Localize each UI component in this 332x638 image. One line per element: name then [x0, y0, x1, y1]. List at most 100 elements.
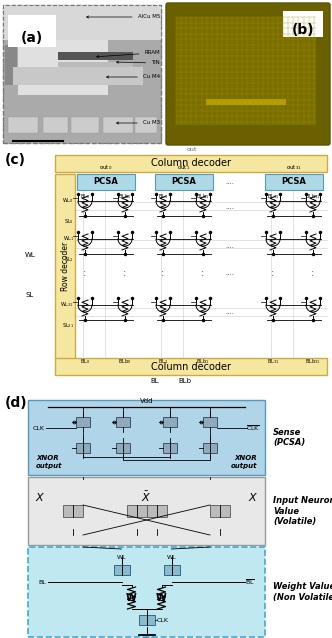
Text: W: W	[126, 593, 137, 603]
Bar	[28, 547, 265, 637]
Text: AlCu M5: AlCu M5	[87, 15, 160, 20]
Text: out$_{31}$: out$_{31}$	[286, 163, 302, 172]
Text: BL$_{31}$: BL$_{31}$	[267, 192, 279, 201]
Bar	[163, 443, 177, 453]
Text: out$_0$: out$_0$	[99, 163, 113, 172]
Bar	[18, 40, 108, 95]
Bar	[163, 417, 177, 427]
Text: :: :	[202, 268, 205, 278]
Text: Column decoder: Column decoder	[151, 158, 231, 168]
Bar	[55, 155, 327, 172]
Bar	[135, 117, 157, 133]
Text: BLb$_1$: BLb$_1$	[197, 357, 209, 366]
Bar	[176, 17, 316, 125]
Text: WL$_{31}$: WL$_{31}$	[60, 300, 74, 309]
Text: SL$_{31}$: SL$_{31}$	[62, 322, 74, 330]
Text: BL$_0$: BL$_0$	[80, 357, 90, 366]
Text: XNOR
output: XNOR output	[36, 456, 62, 468]
Text: $X$: $X$	[35, 491, 45, 503]
Bar	[126, 505, 146, 517]
Bar	[77, 174, 135, 190]
Text: WL: WL	[117, 555, 126, 560]
Text: WL$_0$: WL$_0$	[62, 197, 74, 205]
Bar	[58, 52, 133, 60]
Bar	[146, 505, 167, 517]
Text: BL$_1$: BL$_1$	[158, 192, 168, 201]
Text: BL$_{31}$: BL$_{31}$	[267, 357, 279, 366]
Bar	[55, 358, 327, 375]
Text: Row decoder: Row decoder	[60, 242, 69, 291]
Text: out: out	[187, 147, 197, 152]
Text: SL$_1$: SL$_1$	[64, 256, 74, 264]
Text: :: :	[161, 268, 165, 278]
Text: CLK: CLK	[33, 426, 45, 431]
FancyBboxPatch shape	[166, 3, 330, 145]
Text: $X$: $X$	[248, 491, 258, 503]
Text: WL$_1$: WL$_1$	[62, 235, 74, 244]
Text: WL: WL	[25, 252, 36, 258]
Text: (c): (c)	[5, 153, 26, 167]
Text: ....: ....	[225, 179, 234, 185]
Text: BL: BL	[38, 579, 46, 584]
Bar	[13, 67, 143, 85]
Text: WL: WL	[167, 555, 176, 560]
Bar	[28, 400, 265, 475]
Bar	[206, 99, 286, 105]
Bar	[138, 615, 154, 625]
Text: $\overline{\mathrm{CLK}}$: $\overline{\mathrm{CLK}}$	[246, 424, 260, 433]
Text: :: :	[311, 268, 315, 278]
Bar	[116, 443, 130, 453]
Bar	[58, 62, 133, 67]
Text: Cu M3: Cu M3	[117, 121, 160, 126]
Text: RRAM: RRAM	[97, 50, 160, 57]
Text: Cu M4: Cu M4	[107, 75, 160, 80]
Text: BLb$_1$: BLb$_1$	[197, 192, 209, 201]
Bar	[71, 117, 99, 133]
Bar	[116, 417, 130, 427]
Text: W: W	[156, 593, 167, 603]
Bar	[155, 174, 213, 190]
Text: XNOR
output: XNOR output	[230, 456, 257, 468]
Bar	[8, 15, 56, 47]
Text: out$_1$: out$_1$	[177, 163, 191, 172]
Text: Weight Value
(Non Volatile): Weight Value (Non Volatile)	[273, 582, 332, 602]
Bar	[76, 443, 90, 453]
Bar	[283, 11, 323, 37]
Bar	[114, 565, 129, 575]
Text: Sense
(PCSA): Sense (PCSA)	[273, 428, 305, 447]
Text: CLK: CLK	[156, 618, 169, 623]
Text: BL$_1$: BL$_1$	[158, 357, 168, 366]
Text: Column decoder: Column decoder	[151, 362, 231, 371]
Bar	[210, 505, 230, 517]
Text: ....: ....	[225, 204, 234, 210]
Bar	[8, 117, 38, 133]
Text: (b): (b)	[292, 23, 314, 37]
Bar	[3, 5, 161, 40]
Text: BLb$_{31}$: BLb$_{31}$	[305, 357, 321, 366]
Bar	[28, 477, 265, 545]
Text: TiN: TiN	[117, 61, 160, 66]
Text: Vdd: Vdd	[140, 398, 153, 404]
Text: BL$_0$: BL$_0$	[80, 192, 90, 201]
Text: (d): (d)	[5, 396, 28, 410]
Bar	[3, 5, 161, 143]
Bar	[5, 45, 17, 85]
Text: BL: BL	[151, 378, 159, 384]
Text: :: :	[83, 268, 87, 278]
Text: :: :	[124, 268, 126, 278]
Bar	[76, 417, 90, 427]
Bar	[3, 5, 161, 143]
Bar	[63, 505, 83, 517]
Text: ....: ....	[225, 270, 234, 276]
Text: PCSA: PCSA	[282, 177, 306, 186]
Text: ....: ....	[225, 243, 234, 249]
Bar	[43, 117, 68, 133]
Bar	[203, 417, 217, 427]
Text: BLb$_0$: BLb$_0$	[119, 192, 131, 201]
Bar	[103, 117, 133, 133]
Text: :: :	[271, 268, 275, 278]
Text: PCSA: PCSA	[172, 177, 197, 186]
Bar	[265, 174, 323, 190]
Text: SL: SL	[26, 292, 34, 298]
Text: (a): (a)	[21, 31, 43, 45]
